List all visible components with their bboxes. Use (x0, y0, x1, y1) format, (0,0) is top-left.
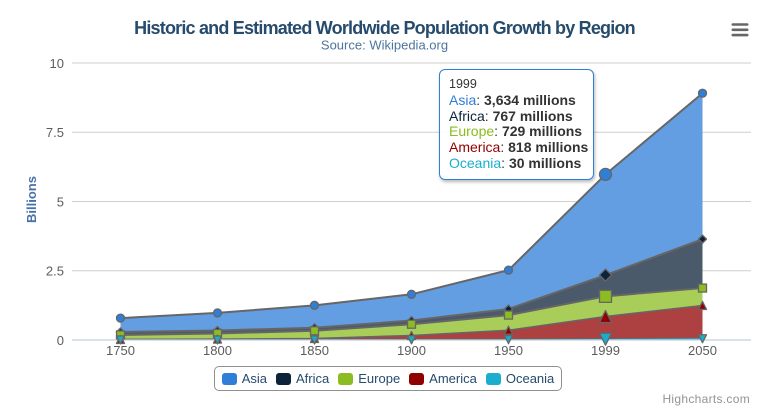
svg-text:2.5: 2.5 (46, 264, 64, 279)
svg-text:2050: 2050 (688, 343, 717, 358)
svg-text:1850: 1850 (300, 343, 329, 358)
svg-text:Historic and Estimated Worldwi: Historic and Estimated Worldwide Populat… (134, 18, 635, 38)
svg-text:10: 10 (50, 56, 64, 71)
svg-text:Source: Wikipedia.org: Source: Wikipedia.org (321, 38, 448, 53)
svg-text:5: 5 (57, 194, 64, 209)
svg-text:7.5: 7.5 (46, 125, 64, 140)
svg-text:Highcharts.com: Highcharts.com (662, 392, 750, 406)
svg-text:0: 0 (57, 333, 64, 348)
svg-text:1900: 1900 (397, 343, 426, 358)
svg-text:Billions: Billions (24, 176, 39, 223)
svg-text:1950: 1950 (494, 343, 523, 358)
svg-text:1999: 1999 (591, 343, 620, 358)
svg-text:1750: 1750 (106, 343, 135, 358)
svg-text:1800: 1800 (203, 343, 232, 358)
